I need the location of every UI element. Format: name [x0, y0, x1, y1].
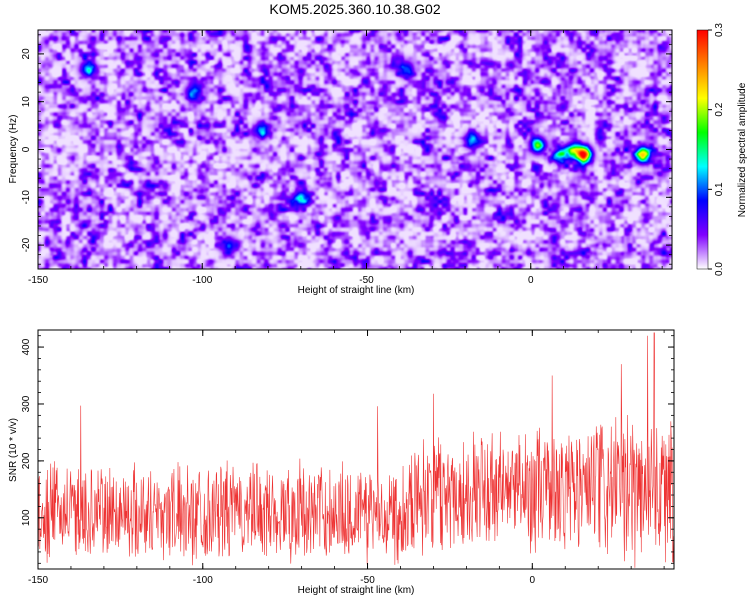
snr-plot-background	[38, 330, 674, 569]
colorbar-tick-label: 0.1	[714, 182, 725, 196]
snr-line-panel: -150 -100 -50 0 100 200 300 400 Height of strai…	[8, 329, 675, 596]
snr-y-tick-label: 400	[21, 338, 32, 355]
snr-y-tick-label: 300	[21, 395, 32, 412]
heatmap-frame	[37, 29, 673, 270]
colorbar-tick-label: 0.0	[714, 262, 725, 276]
figure-title: KOM5.2025.360.10.38.G02	[269, 1, 440, 17]
snr-y-tick-label: 200	[21, 452, 32, 469]
heatmap-x-axis-label: Height of straight line (km)	[298, 285, 415, 296]
colorbar-tick-label: 0.3	[714, 23, 725, 37]
colorbar-label: Normalized spectral amplitude	[737, 82, 748, 217]
heatmap-y-tick-label: -10	[21, 190, 32, 205]
colorbar: 0.0 0.1 0.2 0.3 Normalized spectral amplitu…	[696, 23, 748, 276]
snr-x-tick-label: -50	[360, 575, 375, 586]
snr-x-tick-label: 0	[530, 575, 536, 586]
heatmap-y-tick-label: -20	[21, 237, 32, 252]
snr-y-tick-label: 100	[21, 509, 32, 526]
heatmap-image	[38, 30, 672, 269]
snr-y-axis-label: SNR (10 * v/v)	[8, 418, 19, 482]
heatmap-x-tick-label: -50	[359, 275, 374, 286]
heatmap-y-axis-label: Frequency (Hz)	[8, 115, 19, 184]
colorbar-ticks: 0.0 0.1 0.2 0.3	[708, 23, 725, 276]
snr-x-tick-label: -100	[193, 575, 213, 586]
colorbar-gradient	[696, 29, 709, 270]
heatmap-x-tick-label: -100	[192, 275, 212, 286]
heatmap-x-tick-label: 0	[528, 275, 534, 286]
snr-x-tick-label: -150	[28, 575, 48, 586]
snr-plot-frame	[37, 329, 675, 570]
colorbar-tick-label: 0.2	[714, 102, 725, 116]
snr-series-line	[38, 332, 674, 568]
heatmap-y-tick-label: 0	[21, 146, 32, 152]
snr-x-axis-label: Height of straight line (km)	[298, 585, 415, 596]
heatmap-y-tick-label: 10	[21, 96, 32, 108]
heatmap-x-tick-label: -150	[28, 275, 48, 286]
heatmap-y-tick-label: 20	[21, 48, 32, 60]
